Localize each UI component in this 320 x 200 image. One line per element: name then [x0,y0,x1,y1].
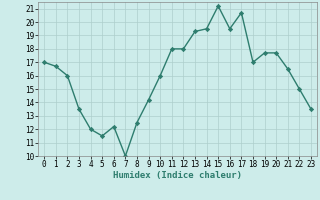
X-axis label: Humidex (Indice chaleur): Humidex (Indice chaleur) [113,171,242,180]
